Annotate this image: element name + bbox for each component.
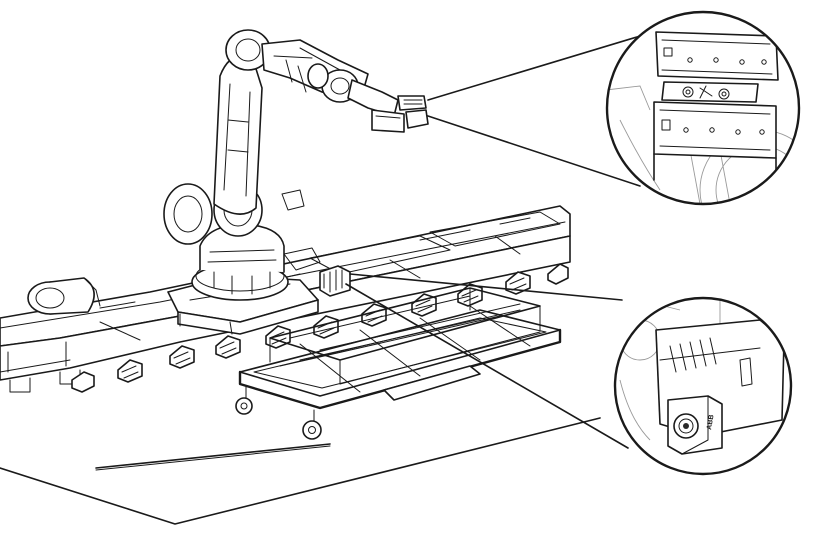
upper-callout: [605, 10, 801, 206]
cart-caster: [235, 385, 253, 415]
leader-lines: [345, 29, 661, 449]
connection-box: [283, 247, 351, 297]
brand-badge: ABB: [706, 414, 716, 430]
fixture-cart: [235, 287, 562, 440]
robot-wrist-tool: [347, 79, 429, 133]
robot-upper-arm: [225, 29, 369, 103]
floor-outline: [0, 417, 601, 525]
cart-caster: [302, 409, 322, 440]
lower-callout: ABB: [613, 296, 793, 476]
robot-lower-arm: [213, 54, 263, 215]
cable-reel: [27, 277, 101, 315]
